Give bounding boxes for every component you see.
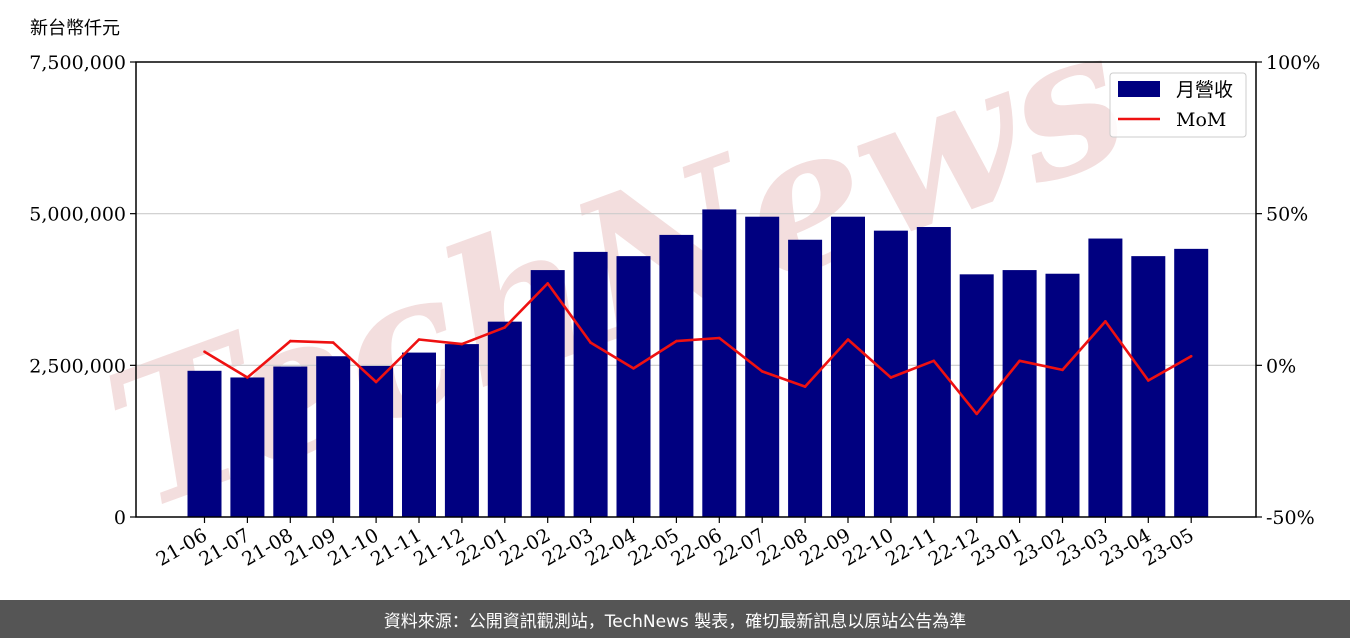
source-footer: 資料來源：公開資訊觀測站，TechNews 製表，確切最新訊息以原站公告為準 bbox=[0, 600, 1350, 638]
bar-21-12 bbox=[444, 344, 479, 517]
mom-point-22-11 bbox=[932, 359, 936, 363]
bar-23-01 bbox=[1002, 270, 1037, 517]
left-tick-label: 7,500,000 bbox=[29, 52, 126, 74]
mom-point-22-06 bbox=[718, 336, 721, 340]
legend-swatch-bar bbox=[1118, 81, 1160, 97]
bar-22-06 bbox=[702, 209, 737, 518]
mom-line bbox=[203, 282, 1192, 416]
right-tick-label: -50% bbox=[1266, 507, 1315, 529]
bar-22-07 bbox=[745, 216, 780, 517]
bar-21-10 bbox=[359, 365, 394, 517]
bar-23-04 bbox=[1131, 256, 1166, 517]
bar-22-12 bbox=[959, 274, 994, 517]
left-tick-label: 2,500,000 bbox=[29, 355, 126, 377]
bar-21-09 bbox=[316, 356, 351, 517]
mom-point-23-03 bbox=[1104, 320, 1107, 323]
bar-22-04 bbox=[616, 256, 651, 517]
mom-point-21-09 bbox=[331, 341, 335, 344]
chart-svg: TechNews 02,500,0005,000,0007,500,000-50… bbox=[29, 0, 1320, 571]
mom-point-22-09 bbox=[846, 338, 850, 341]
right-tick-label: 50% bbox=[1266, 204, 1308, 226]
chart: TechNews 02,500,0005,000,0007,500,000-50… bbox=[29, 0, 1320, 571]
mom-point-22-12 bbox=[975, 412, 978, 416]
bar-22-11 bbox=[916, 227, 951, 517]
bar-22-08 bbox=[788, 239, 823, 517]
right-tick-label: 0% bbox=[1266, 355, 1296, 377]
bar-23-02 bbox=[1045, 273, 1080, 517]
mom-point-23-04 bbox=[1147, 379, 1150, 382]
mom-point-22-01 bbox=[503, 326, 507, 329]
mom-point-22-08 bbox=[803, 385, 807, 388]
mom-point-21-08 bbox=[289, 339, 292, 343]
bar-22-03 bbox=[573, 251, 608, 518]
mom-point-22-02 bbox=[546, 282, 549, 285]
mom-point-23-02 bbox=[1061, 368, 1064, 372]
bar-22-05 bbox=[659, 234, 694, 517]
y-axis-unit-label: 新台幣仟元 bbox=[30, 18, 120, 39]
left-tick-label: 0 bbox=[114, 507, 126, 529]
bar-22-02 bbox=[530, 270, 565, 517]
mom-point-22-05 bbox=[675, 339, 678, 343]
bar-23-03 bbox=[1088, 238, 1123, 518]
source-footer-text: 資料來源：公開資訊觀測站，TechNews 製表，確切最新訊息以原站公告為準 bbox=[383, 611, 967, 632]
mom-point-21-10 bbox=[374, 380, 378, 384]
mom-point-22-07 bbox=[760, 370, 764, 373]
bar-22-01 bbox=[487, 321, 522, 517]
bar-21-08 bbox=[273, 366, 308, 517]
mom-point-21-07 bbox=[246, 376, 249, 379]
mom-point-23-05 bbox=[1189, 354, 1193, 358]
bar-22-09 bbox=[831, 216, 865, 517]
mom-point-21-06 bbox=[203, 350, 206, 353]
plot-frame bbox=[135, 61, 1257, 518]
mom-point-22-04 bbox=[632, 367, 635, 370]
legend-label-bar: 月營收 bbox=[1176, 79, 1233, 101]
mom-point-21-11 bbox=[417, 338, 421, 341]
mom-point-21-12 bbox=[460, 342, 464, 346]
x-tick-label-23-05: 23-05 bbox=[1139, 524, 1197, 570]
bar-21-11 bbox=[402, 352, 436, 517]
mom-point-22-03 bbox=[589, 341, 592, 344]
right-tick-label: 100% bbox=[1266, 52, 1320, 74]
legend-label-line: MoM bbox=[1176, 109, 1226, 131]
bar-23-05 bbox=[1174, 248, 1209, 517]
left-tick-label: 5,000,000 bbox=[29, 204, 126, 226]
bar-21-07 bbox=[230, 377, 265, 517]
mom-point-23-01 bbox=[1018, 359, 1021, 363]
bar-21-06 bbox=[187, 370, 222, 517]
mom-point-22-10 bbox=[889, 376, 893, 379]
